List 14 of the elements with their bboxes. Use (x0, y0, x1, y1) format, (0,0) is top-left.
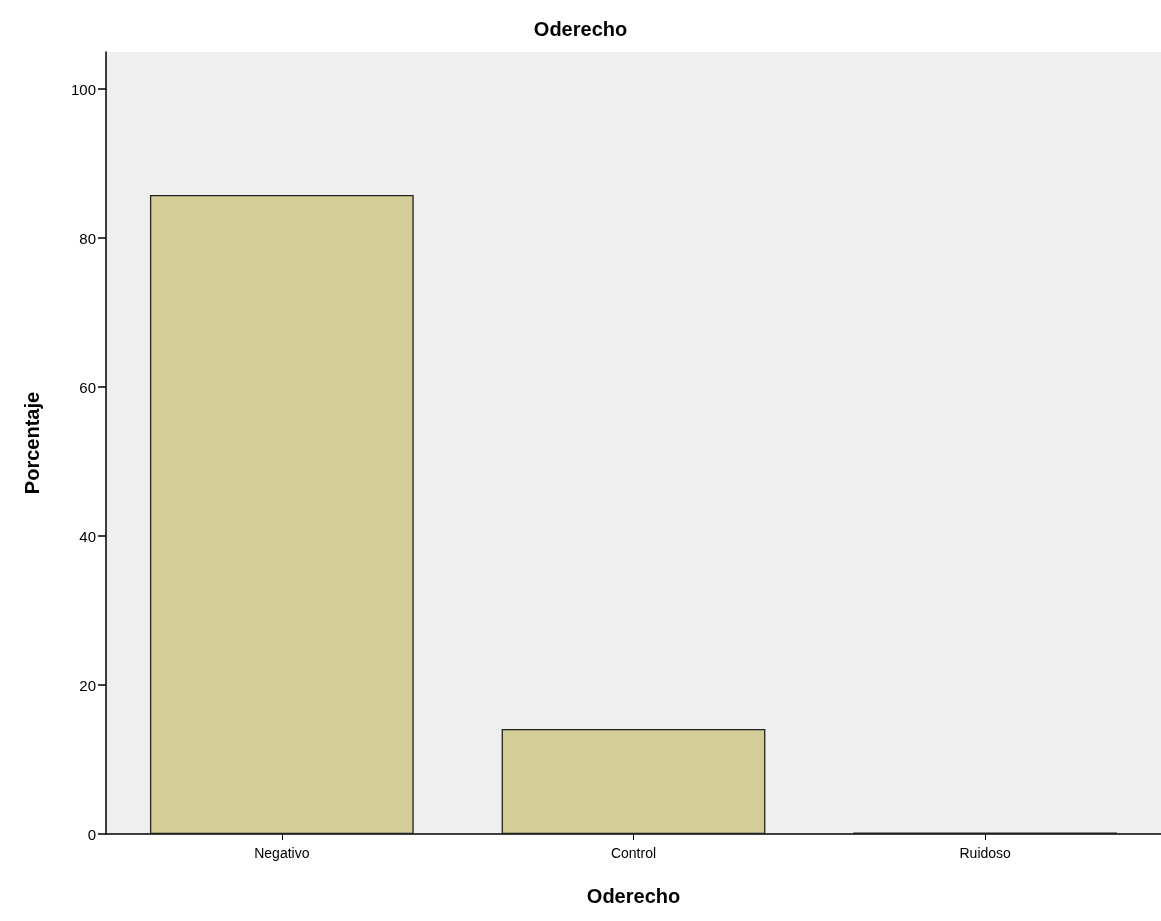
x-tick-label: Negativo (254, 845, 310, 861)
x-axis-title: Oderecho (586, 885, 681, 907)
y-tick-label: 60 (79, 378, 96, 396)
y-axis-title: Porcentaje (21, 391, 43, 495)
x-tick-label: Control (610, 845, 657, 861)
y-tick-label: 0 (87, 825, 96, 843)
y-tick-label: 100 (70, 80, 96, 98)
y-tick-label: 80 (79, 229, 96, 247)
chart-title: Oderecho (533, 18, 628, 40)
bar (149, 194, 414, 834)
x-tick-label: Ruidoso (959, 845, 1012, 861)
y-tick-label: 20 (79, 676, 96, 694)
y-tick-label: 40 (79, 527, 96, 545)
bar (501, 728, 766, 834)
